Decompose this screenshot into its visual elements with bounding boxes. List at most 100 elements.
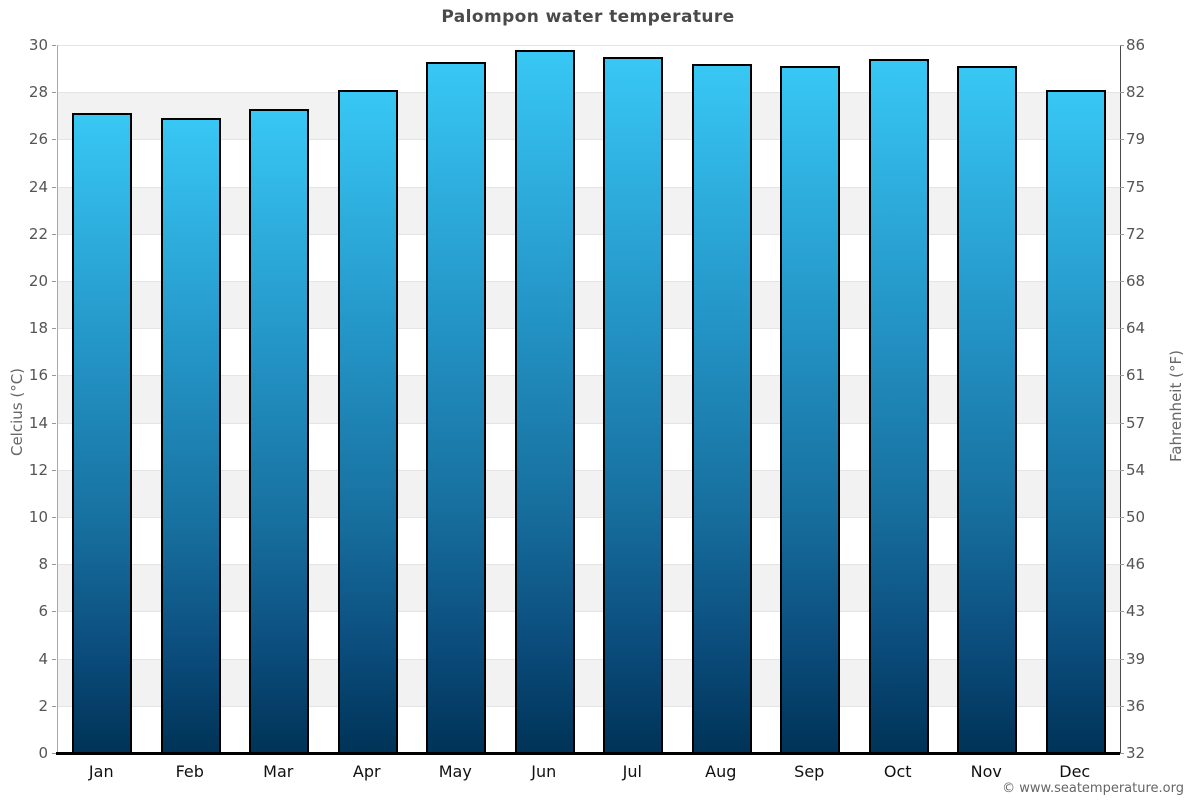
gridline [58, 92, 1120, 94]
ytick-celsius-18: 18 [28, 319, 48, 338]
ytick-celsius-16: 16 [28, 366, 48, 385]
ytick-celsius-14: 14 [28, 413, 48, 432]
x-axis-line [56, 752, 1120, 755]
xtick-jun: Jun [531, 762, 557, 781]
gridline [58, 517, 1120, 518]
ytick-celsius-8: 8 [38, 555, 48, 574]
xtick-apr: Apr [352, 762, 381, 781]
bar-aug [691, 63, 752, 753]
tickmark [1120, 422, 1124, 424]
tickmark [1120, 186, 1124, 188]
band [58, 422, 1120, 470]
ytick-fahrenheit-46: 46 [1126, 555, 1146, 574]
band [58, 281, 1120, 329]
bar-sep [780, 66, 841, 753]
tickmark [1120, 281, 1124, 282]
gridline [58, 139, 1120, 141]
ytick-celsius-6: 6 [38, 602, 48, 621]
y-axis-label-fahrenheit: Fahrenheit (°F) [1167, 350, 1185, 462]
tickmark [52, 45, 56, 46]
bar-oct [868, 59, 929, 753]
gridline [58, 705, 1120, 707]
gridline [58, 611, 1120, 613]
xtick-jul: Jul [622, 762, 642, 781]
tickmark [52, 281, 56, 282]
bar-apr [337, 89, 398, 753]
xtick-oct: Oct [883, 762, 912, 781]
band [58, 469, 1120, 517]
gridline [58, 658, 1120, 660]
xtick-dec: Dec [1059, 762, 1091, 781]
tickmark [1120, 469, 1124, 471]
tickmark [52, 705, 56, 707]
band [58, 45, 1120, 93]
chart-title: Palompon water temperature [441, 7, 735, 27]
ytick-fahrenheit-68: 68 [1126, 272, 1146, 290]
gridline [58, 422, 1120, 424]
tickmark [1120, 92, 1124, 94]
tickmark [52, 564, 56, 566]
ytick-celsius-4: 4 [38, 649, 48, 668]
band [58, 139, 1120, 187]
tickmark [1120, 375, 1124, 377]
tickmark [52, 233, 56, 235]
tickmark [1120, 233, 1124, 235]
ytick-fahrenheit-79: 79 [1126, 130, 1146, 149]
ytick-celsius-24: 24 [28, 177, 48, 196]
ytick-celsius-10: 10 [28, 508, 48, 526]
gridline [58, 375, 1120, 377]
ytick-celsius-0: 0 [38, 744, 48, 762]
ytick-celsius-30: 30 [28, 36, 48, 54]
gridline [58, 564, 1120, 566]
xtick-feb: Feb [175, 762, 204, 781]
bar-may [426, 61, 487, 753]
tickmark [1120, 517, 1124, 518]
gridline [58, 328, 1120, 330]
ytick-celsius-22: 22 [28, 224, 48, 243]
tickmark [52, 469, 56, 471]
gridline [58, 281, 1120, 282]
ytick-celsius-2: 2 [38, 696, 48, 715]
ytick-fahrenheit-39: 39 [1126, 649, 1146, 668]
ytick-fahrenheit-64: 64 [1126, 319, 1146, 338]
gridline [58, 233, 1120, 235]
xtick-mar: Mar [263, 762, 294, 781]
band [58, 705, 1120, 753]
band [58, 186, 1120, 234]
gridline [58, 45, 1120, 46]
ytick-fahrenheit-50: 50 [1126, 508, 1146, 526]
ytick-fahrenheit-43: 43 [1126, 602, 1146, 621]
ytick-celsius-12: 12 [28, 460, 48, 479]
tickmark [52, 92, 56, 94]
tickmark [52, 517, 56, 518]
ytick-fahrenheit-61: 61 [1126, 366, 1146, 385]
tickmark [52, 753, 56, 754]
band [58, 658, 1120, 706]
band [58, 92, 1120, 140]
tickmark [1120, 753, 1124, 754]
tickmark [52, 186, 56, 188]
ytick-celsius-20: 20 [28, 272, 48, 290]
bar-jul [603, 56, 664, 753]
tickmark [52, 658, 56, 660]
copyright-credit: © www.seatemperature.org [1002, 781, 1184, 796]
ytick-fahrenheit-57: 57 [1126, 413, 1146, 432]
bar-jan [72, 113, 133, 753]
tickmark [52, 611, 56, 613]
xtick-may: May [438, 762, 472, 781]
tickmark [52, 422, 56, 424]
ytick-fahrenheit-54: 54 [1126, 460, 1146, 479]
band [58, 233, 1120, 281]
band [58, 328, 1120, 376]
ytick-fahrenheit-32: 32 [1126, 744, 1146, 762]
gridline [58, 186, 1120, 188]
band [58, 375, 1120, 423]
tickmark [1120, 564, 1124, 566]
tickmark [1120, 658, 1124, 660]
xtick-nov: Nov [970, 762, 1002, 781]
bar-dec [1045, 89, 1106, 753]
bar-mar [249, 108, 310, 753]
gridline [58, 469, 1120, 471]
bar-jun [514, 49, 575, 753]
